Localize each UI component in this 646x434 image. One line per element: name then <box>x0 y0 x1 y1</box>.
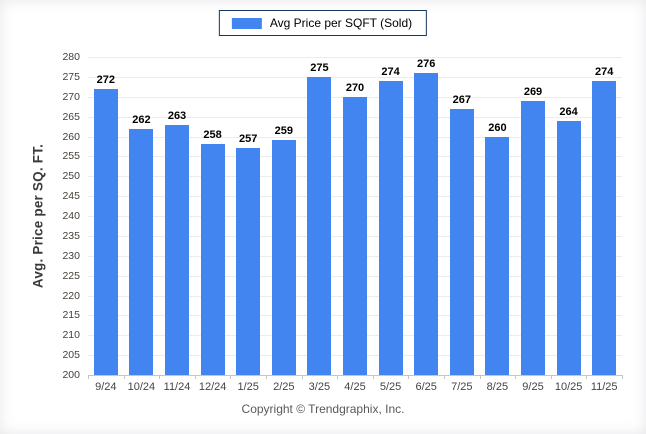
x-tick-mark <box>622 375 623 379</box>
x-tick-label: 9/24 <box>95 381 117 393</box>
x-tick-label: 6/25 <box>415 381 437 393</box>
bar-value-label: 275 <box>310 61 329 74</box>
y-tick-label: 250 <box>62 170 80 183</box>
x-tick-label: 11/25 <box>590 381 618 393</box>
y-tick-label: 270 <box>62 90 80 103</box>
x-tick-label: 9/25 <box>522 381 544 393</box>
x-tick-mark <box>372 375 374 379</box>
bar-11/24 <box>165 124 189 375</box>
x-tick-label: 10/25 <box>554 381 583 393</box>
bar-3/25 <box>307 76 332 375</box>
bar-2/25 <box>271 140 296 375</box>
legend: Avg Price per SQFT (Sold) <box>218 10 428 36</box>
y-tick-label: 225 <box>62 269 80 282</box>
x-tick-mark <box>88 375 89 379</box>
y-tick-label: 235 <box>62 229 80 242</box>
x-tick-label: 8/25 <box>486 381 509 393</box>
bar-10/24 <box>129 128 154 375</box>
bar-8/25 <box>485 136 510 375</box>
y-tick-label: 245 <box>62 190 80 203</box>
x-tick-label: 3/25 <box>308 381 331 393</box>
y-tick-label: 255 <box>62 150 80 163</box>
y-tick-label: 220 <box>62 289 80 302</box>
x-tick-label: 4/25 <box>344 381 366 393</box>
bar-6/25 <box>414 72 439 375</box>
copyright-text: Copyright © Trendgraphix, Inc. <box>241 402 405 416</box>
x-tick-mark <box>123 375 125 379</box>
y-axis-title: Avg. Price per SQ. FT. <box>30 143 46 289</box>
bar-9/25 <box>521 100 545 375</box>
x-tick-mark <box>266 375 267 379</box>
x-tick-label: 2/25 <box>273 381 295 393</box>
gridline <box>88 57 622 58</box>
y-tick-label: 215 <box>62 309 80 322</box>
y-tick-label: 230 <box>62 249 80 262</box>
bar-9/24 <box>93 88 118 375</box>
bar-value-label: 276 <box>417 57 436 70</box>
y-tick-label: 240 <box>62 210 80 222</box>
x-tick-mark <box>515 375 517 379</box>
bar-value-label: 263 <box>167 109 187 122</box>
legend-label: Avg Price per SQFT (Sold) <box>269 16 413 30</box>
y-axis-title-wrap: Avg. Price per SQ. FT. <box>24 110 52 322</box>
bar-12/24 <box>200 144 225 375</box>
bar-value-label: 267 <box>452 93 471 106</box>
bar-value-label: 257 <box>239 133 258 146</box>
bar-value-label: 269 <box>523 85 543 98</box>
y-tick-label: 280 <box>62 51 80 63</box>
x-tick-label: 11/24 <box>163 381 191 393</box>
y-tick-label: 275 <box>62 70 80 83</box>
x-tick-mark <box>586 375 588 379</box>
bar-5/25 <box>378 80 403 375</box>
y-tick-label: 265 <box>62 110 80 123</box>
bar-value-label: 274 <box>381 65 400 78</box>
x-tick-mark <box>444 375 445 379</box>
x-tick-label: 10/24 <box>127 381 156 393</box>
bar-4/25 <box>343 96 367 375</box>
bar-value-label: 258 <box>203 129 222 142</box>
bar-value-label: 272 <box>96 73 115 86</box>
bar-value-label: 264 <box>559 105 578 118</box>
y-tick-label: 260 <box>62 130 80 143</box>
gridline <box>88 76 622 78</box>
bar-value-label: 274 <box>595 65 614 78</box>
y-tick-label: 210 <box>62 329 80 342</box>
legend-swatch <box>231 17 262 29</box>
x-tick-mark <box>408 375 410 379</box>
x-tick-label: 7/25 <box>451 381 473 393</box>
x-tick-label: 12/24 <box>198 381 227 393</box>
x-tick-mark <box>479 375 481 379</box>
bar-value-label: 262 <box>132 113 151 126</box>
bar-10/25 <box>556 120 581 375</box>
plot-area: 200 205 210 215 220 225 230 235 240 245 250 255 260 2… <box>62 51 623 393</box>
x-tick-mark <box>337 375 339 379</box>
x-tick-mark <box>159 375 161 379</box>
x-tick-mark <box>230 375 232 379</box>
bar-value-label: 260 <box>488 121 507 134</box>
x-tick-label: 5/25 <box>379 381 402 393</box>
x-tick-label: 1/25 <box>237 381 259 393</box>
x-tick-mark <box>550 375 552 379</box>
x-tick-mark <box>301 375 303 379</box>
y-tick-label: 205 <box>62 349 80 362</box>
bar-value-label: 270 <box>345 81 365 94</box>
bar-7/25 <box>449 108 474 375</box>
y-tick-label: 200 <box>62 369 80 381</box>
bar-value-label: 259 <box>274 125 293 138</box>
x-axis-line <box>88 375 622 376</box>
bar-1/25 <box>236 148 261 375</box>
x-tick-mark <box>194 375 196 379</box>
bar-11/25 <box>592 80 617 375</box>
